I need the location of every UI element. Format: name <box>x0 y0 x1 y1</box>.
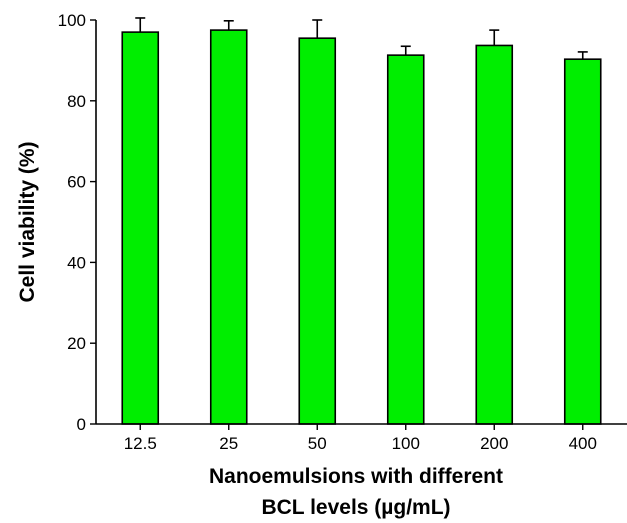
y-tick-label-0: 0 <box>77 415 86 434</box>
y-tick-label-60: 60 <box>67 173 86 192</box>
bar-100 <box>386 54 425 425</box>
x-tick-label-100: 100 <box>392 434 420 453</box>
x-tick-label-50: 50 <box>308 434 327 453</box>
y-tick-label-40: 40 <box>67 253 86 272</box>
y-tick-label-20: 20 <box>67 334 86 353</box>
x-tick-label-25: 25 <box>219 434 238 453</box>
x-axis-title-line-2: BCL levels (µg/mL) <box>261 496 450 519</box>
x-ticks-layer: 12.5 25 50 100 200 400 <box>124 424 597 453</box>
bar-400 <box>563 58 602 425</box>
x-tick-label-200: 200 <box>480 434 508 453</box>
y-tick-label-80: 80 <box>67 92 86 111</box>
y-ticks-layer: 0 20 40 60 80 100 <box>58 11 96 434</box>
x-axis-title-line-1: Nanoemulsions with different <box>209 465 503 488</box>
axes-layer <box>95 20 627 425</box>
bar-12.5 <box>121 31 160 425</box>
y-tick-label-100: 100 <box>58 11 86 30</box>
error-bars-layer <box>135 17 588 60</box>
bar-25 <box>209 29 248 425</box>
x-tick-label-12.5: 12.5 <box>124 434 157 453</box>
x-tick-label-400: 400 <box>569 434 597 453</box>
bars-layer <box>121 29 602 425</box>
bar-50 <box>298 37 337 425</box>
y-axis-title: Cell viability (%) <box>16 141 39 302</box>
bar-200 <box>475 44 514 425</box>
